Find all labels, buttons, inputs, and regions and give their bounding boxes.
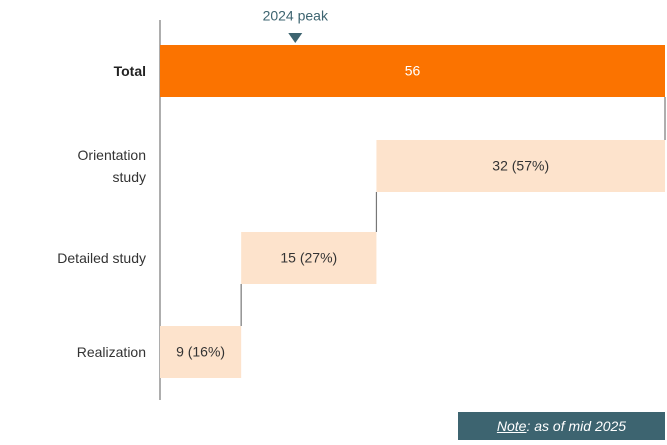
value-label: 9 (16%) — [176, 344, 225, 360]
value-label: 56 — [405, 63, 421, 79]
bar — [241, 232, 377, 284]
note-label: Note — [496, 418, 527, 434]
bar — [160, 45, 665, 97]
category-label: Orientation study — [77, 147, 146, 185]
note-text: : as of mid 2025 — [526, 418, 627, 434]
bar — [160, 326, 242, 378]
note: Note: as of mid 2025 — [458, 412, 665, 440]
category-label: Detailed study — [57, 250, 146, 266]
category-label: Realization — [76, 344, 146, 360]
bar — [376, 140, 665, 192]
value-label: 15 (27%) — [280, 250, 337, 266]
annotation-marker — [288, 33, 303, 43]
value-label: 32 (57%) — [492, 158, 549, 174]
category-label: Total — [113, 63, 146, 79]
annotation-text: 2024 peak — [263, 8, 329, 24]
